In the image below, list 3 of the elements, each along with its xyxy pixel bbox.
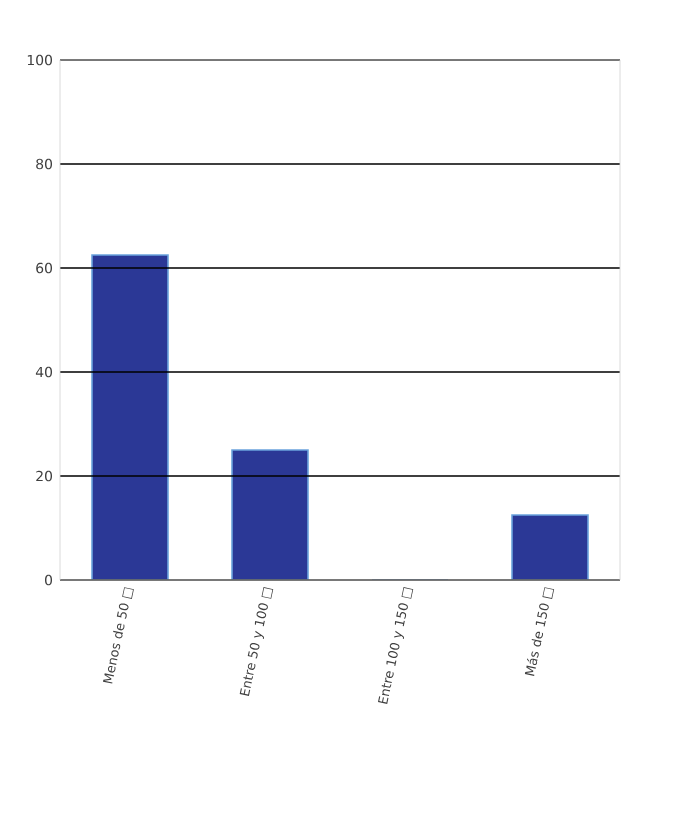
bar bbox=[231, 449, 309, 580]
bar bbox=[511, 514, 589, 580]
bar bbox=[91, 254, 169, 580]
